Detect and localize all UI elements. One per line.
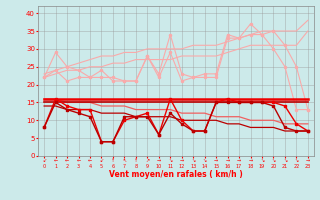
X-axis label: Vent moyen/en rafales ( km/h ): Vent moyen/en rafales ( km/h )	[109, 170, 243, 179]
